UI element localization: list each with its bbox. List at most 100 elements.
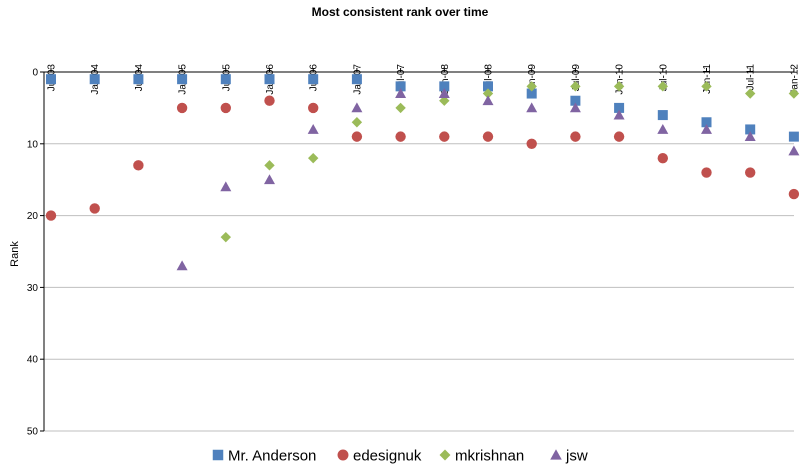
legend-marker	[212, 449, 224, 461]
x-tick-labels: Jul-03Jan-04Jul-04Jan-05Jul-05Jan-06Jul-…	[47, 64, 800, 95]
data-point	[351, 74, 362, 85]
data-point	[526, 102, 538, 113]
chart-title: Most consistent rank over time	[312, 5, 489, 19]
data-point	[395, 131, 406, 142]
gridlines	[44, 143, 794, 432]
series-edesignuk	[45, 95, 800, 221]
legend-marker	[550, 449, 562, 460]
data-point	[745, 124, 756, 135]
legend-label: Mr. Anderson	[228, 448, 316, 465]
data-point	[701, 81, 712, 92]
y-tick-label: 30	[27, 283, 39, 294]
data-point	[176, 260, 188, 271]
x-tick-label: Jan-09	[527, 64, 538, 95]
data-point	[307, 123, 319, 134]
data-point	[657, 81, 668, 92]
data-point	[220, 102, 231, 114]
data-point	[264, 174, 275, 185]
data-point	[526, 81, 537, 92]
series-mr-anderson	[46, 74, 799, 142]
x-tick-label: Jan-10	[615, 64, 626, 95]
data-point	[89, 74, 100, 85]
x-tick-label: Jul-11	[746, 64, 757, 91]
data-point	[395, 102, 406, 114]
y-axis-label: Rank	[9, 241, 21, 267]
y-tick-labels: 0 10 20 30 40 50	[27, 68, 44, 438]
legend-marker	[439, 449, 451, 461]
data-point	[220, 181, 232, 192]
legend: Mr. Anderson edesignuk mkrishnan jsw	[212, 448, 588, 465]
data-point	[439, 81, 450, 92]
series-jsw	[176, 88, 800, 271]
x-tick-label: Jan-12	[789, 64, 800, 95]
data-point	[788, 88, 800, 99]
data-point	[351, 102, 363, 113]
series-mkrishnan	[220, 81, 800, 243]
data-point	[701, 123, 712, 134]
data-point	[657, 110, 668, 121]
axes	[43, 71, 794, 431]
x-tick-label: Jul-09	[571, 64, 582, 92]
data-point	[657, 152, 668, 164]
data-point	[701, 117, 712, 128]
data-point	[176, 102, 188, 114]
data-point	[482, 131, 494, 142]
data-point	[177, 74, 188, 85]
legend-label: edesignuk	[353, 448, 422, 465]
data-point	[526, 138, 537, 149]
data-point	[614, 102, 625, 113]
data-point	[264, 160, 275, 171]
data-point	[613, 109, 625, 120]
data-point	[788, 131, 799, 142]
data-point	[220, 74, 231, 85]
data-point	[308, 152, 319, 164]
data-point	[745, 167, 756, 178]
data-point	[613, 81, 625, 92]
data-point	[395, 81, 406, 92]
y-tick-label: 10	[27, 139, 39, 150]
data-point	[351, 131, 363, 142]
data-point	[657, 123, 669, 134]
data-point	[788, 145, 800, 156]
data-point	[570, 131, 581, 142]
data-point	[482, 95, 494, 106]
data-point	[570, 95, 581, 106]
data-point	[264, 95, 275, 106]
data-point	[308, 74, 319, 85]
x-tick-label: Jul-07	[396, 64, 407, 92]
x-tick-label: Jul-10	[658, 64, 669, 92]
data-point	[395, 88, 407, 98]
data-point	[526, 88, 537, 99]
legend-label: mkrishnan	[455, 448, 524, 465]
data-point	[45, 210, 57, 221]
data-point	[569, 102, 581, 113]
data-point	[438, 88, 450, 98]
data-point	[439, 95, 450, 106]
data-point	[613, 131, 625, 142]
y-tick-label: 0	[32, 68, 38, 79]
data-point	[308, 102, 319, 114]
data-point	[570, 81, 581, 92]
data-point	[788, 188, 800, 200]
data-point	[46, 74, 56, 85]
x-tick-label: Jan-11	[702, 64, 713, 94]
data-point	[439, 131, 450, 142]
x-tick-label: Jul-08	[484, 64, 495, 92]
data-point	[351, 117, 363, 128]
data-point	[264, 74, 275, 85]
data-point	[745, 88, 756, 99]
y-tick-label: 50	[27, 427, 39, 438]
data-point	[744, 131, 756, 142]
y-tick-label: 40	[27, 355, 39, 366]
data-point	[701, 167, 712, 178]
data-point	[483, 81, 493, 92]
y-tick-label: 20	[27, 211, 39, 222]
data-points	[45, 74, 800, 271]
data-point	[220, 231, 231, 243]
data-point	[133, 160, 144, 171]
data-point	[133, 74, 144, 85]
x-tick-label: Jan-08	[440, 64, 451, 95]
data-point	[482, 88, 494, 99]
legend-label: jsw	[565, 448, 588, 465]
